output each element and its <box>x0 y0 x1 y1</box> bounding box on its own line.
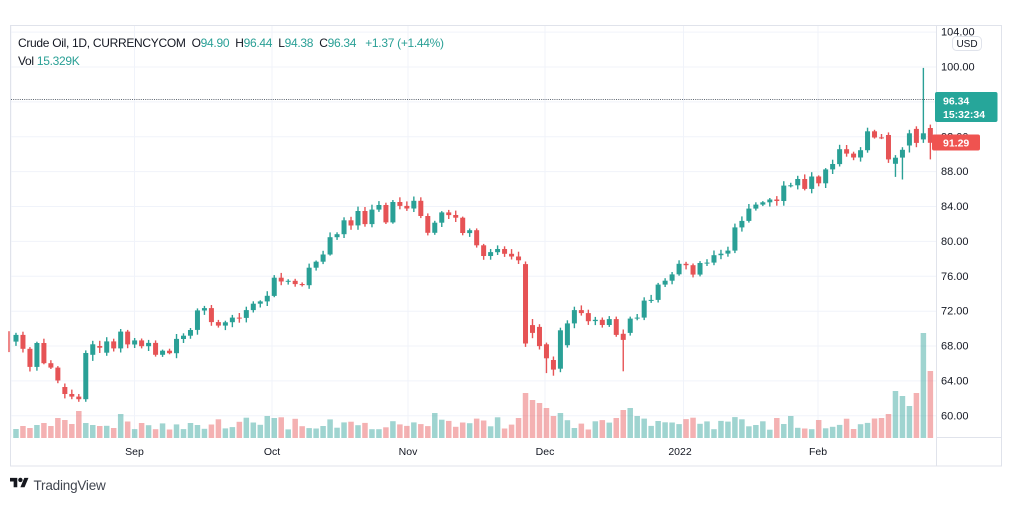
svg-text:USD: USD <box>956 39 977 50</box>
svg-text:68.00: 68.00 <box>941 341 969 353</box>
svg-text:88.00: 88.00 <box>941 166 969 178</box>
svg-text:60.00: 60.00 <box>941 410 969 422</box>
svg-text:Dec: Dec <box>536 446 555 458</box>
svg-text:2022: 2022 <box>668 446 692 458</box>
svg-text:91.29: 91.29 <box>943 138 969 150</box>
svg-text:80.00: 80.00 <box>941 236 969 248</box>
svg-text:96.34: 96.34 <box>943 96 969 108</box>
svg-text:15:32:34: 15:32:34 <box>943 109 985 121</box>
svg-text:Nov: Nov <box>399 446 418 458</box>
svg-text:Vol 15.329K: Vol 15.329K <box>18 54 80 68</box>
svg-text:100.00: 100.00 <box>941 62 975 74</box>
svg-text:84.00: 84.00 <box>941 201 969 213</box>
svg-text:64.00: 64.00 <box>941 375 969 387</box>
svg-text:Feb: Feb <box>809 446 827 458</box>
svg-text:72.00: 72.00 <box>941 306 969 318</box>
svg-text:Crude Oil, 1D, CURRENCYCOM O9: Crude Oil, 1D, CURRENCYCOM O94.90 H96.44… <box>18 36 444 50</box>
svg-text:104.00: 104.00 <box>941 27 975 39</box>
svg-text:Sep: Sep <box>125 446 144 458</box>
svg-text:TradingView: TradingView <box>34 478 107 493</box>
svg-text:Oct: Oct <box>264 446 280 458</box>
svg-text:76.00: 76.00 <box>941 271 969 283</box>
